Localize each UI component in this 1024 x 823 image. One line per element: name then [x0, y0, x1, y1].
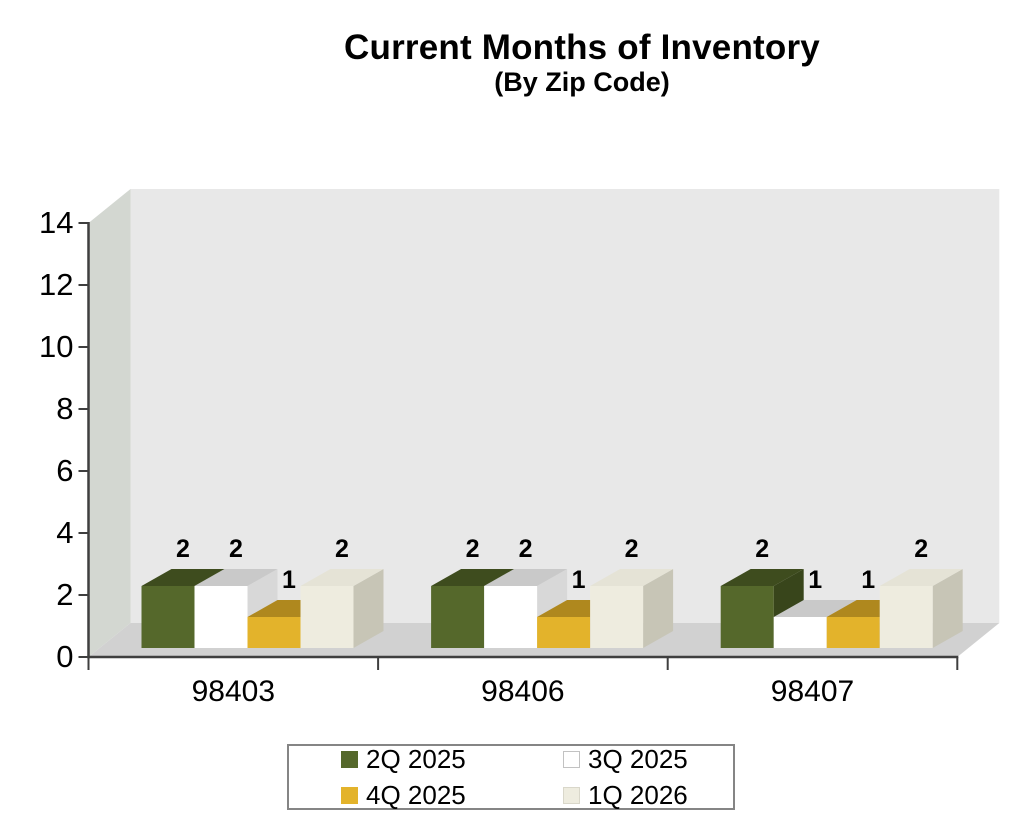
bar-top-face: [431, 569, 515, 586]
bar-value-label: 2: [466, 535, 480, 563]
x-category-label: 98406: [481, 675, 564, 708]
legend-swatch-2q-2025: [341, 750, 358, 768]
bar-front-face: [431, 586, 485, 648]
bar-top-face: [141, 569, 225, 586]
legend-item-1q-2026: 1Q 2026: [511, 780, 733, 811]
bar-front-face: [879, 586, 933, 648]
legend-item-3q-2025: 3Q 2025: [511, 744, 733, 775]
bar-98403-1q-2026: 2: [300, 535, 384, 648]
legend-label-2q-2025: 2Q 2025: [366, 743, 466, 774]
chart-title: Current Months of Inventory: [344, 28, 820, 67]
legend-label-3q-2025: 3Q 2025: [588, 743, 688, 774]
bar-top-face: [879, 569, 963, 586]
bar-value-label: 2: [229, 535, 243, 563]
plot-back-wall: [130, 189, 1000, 623]
bar-top-face: [484, 569, 568, 586]
bar-front-face: [247, 617, 301, 648]
bar-front-face: [537, 617, 591, 648]
bar-value-label: 1: [282, 566, 296, 594]
chart-legend: 2Q 2025 3Q 2025 4Q 2025 1Q 2026: [287, 744, 735, 810]
bar-value-label: 1: [572, 566, 586, 594]
x-category-label: 98407: [771, 675, 854, 708]
y-tick-label: 12: [39, 267, 73, 302]
bar-front-face: [773, 617, 827, 648]
bar-value-label: 2: [176, 535, 190, 563]
legend-label-4q-2025: 4Q 2025: [366, 779, 466, 810]
legend-swatch-3q-2025: [563, 750, 580, 768]
legend-label-1q-2026: 1Q 2026: [588, 779, 688, 810]
bar-value-label: 2: [625, 535, 639, 563]
bar-98406-1q-2026: 2: [590, 535, 674, 648]
bar-side-face: [932, 569, 963, 648]
y-tick-label: 14: [39, 205, 73, 240]
bar-value-label: 1: [808, 566, 822, 594]
x-category-label: 98403: [192, 675, 275, 708]
chart-header: Current Months of Inventory (By Zip Code…: [100, 28, 1024, 97]
bar-value-label: 2: [335, 535, 349, 563]
bar-top-face: [590, 569, 674, 586]
bar-98407-1q-2026: 2: [879, 535, 963, 648]
bar-side-face: [643, 569, 674, 648]
plot-left-wall: [88, 189, 131, 657]
legend-item-4q-2025: 4Q 2025: [289, 780, 511, 811]
bar-top-face: [194, 569, 278, 586]
legend-item-2q-2025: 2Q 2025: [289, 744, 511, 775]
legend-swatch-1q-2026: [563, 786, 580, 804]
legend-swatch-4q-2025: [341, 786, 358, 804]
bar-value-label: 2: [519, 535, 533, 563]
y-tick-label: 10: [39, 329, 73, 364]
bar-front-face: [720, 586, 774, 648]
bar-front-face: [194, 586, 248, 648]
bar-front-face: [484, 586, 538, 648]
bar-top-face: [773, 600, 857, 617]
y-tick-label: 8: [56, 391, 73, 426]
bar-top-face: [720, 569, 804, 586]
bar-value-label: 2: [755, 535, 769, 563]
y-tick-label: 0: [56, 639, 73, 674]
bar-front-face: [826, 617, 880, 648]
chart-subtitle: (By Zip Code): [494, 67, 670, 98]
bar-value-label: 2: [914, 535, 928, 563]
y-tick-label: 2: [56, 577, 73, 612]
bar-front-face: [300, 586, 354, 648]
bar-value-label: 1: [861, 566, 875, 594]
bar-front-face: [141, 586, 195, 648]
y-tick-label: 4: [56, 515, 73, 550]
bar-top-face: [300, 569, 384, 586]
bar-side-face: [353, 569, 384, 648]
bar-front-face: [590, 586, 644, 648]
y-tick-label: 6: [56, 453, 73, 488]
